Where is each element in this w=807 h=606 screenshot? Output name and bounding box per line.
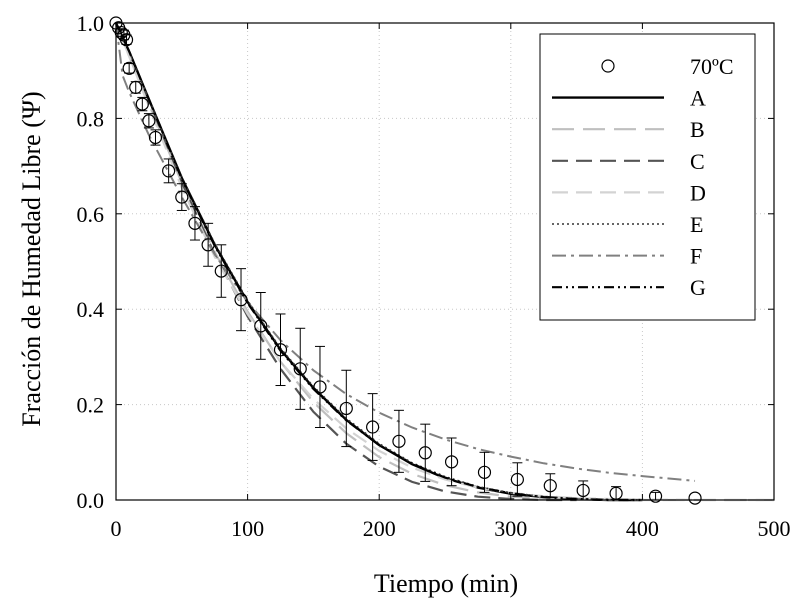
y-tick-label: 0.8: [77, 106, 105, 131]
data-point: [148, 130, 163, 145]
data-point: [254, 319, 268, 333]
legend-label-e: E: [690, 212, 703, 237]
y-tick-label: 0.6: [77, 202, 105, 227]
data-point: [313, 380, 327, 394]
data-point: [142, 114, 156, 128]
legend-label-g: G: [690, 275, 706, 300]
data-point: [366, 420, 380, 434]
data-point: [688, 491, 702, 505]
data-point: [129, 80, 143, 94]
data-point: [510, 472, 524, 487]
data-point: [293, 362, 307, 376]
axis-ticks: 0 100 200 300 400 500 0.0 0.2 0.4 0.6 0.8 1.0: [77, 11, 791, 541]
x-tick-label: 0: [111, 516, 122, 541]
legend-label-f: F: [690, 244, 702, 269]
x-tick-label: 200: [363, 516, 396, 541]
data-point: [444, 455, 459, 469]
data-point: [418, 446, 432, 460]
data-point: [543, 479, 557, 493]
y-tick-label: 1.0: [77, 11, 105, 36]
data-point: [162, 164, 176, 178]
series-line-c: [114, 22, 577, 502]
data-point: [392, 434, 406, 448]
y-axis-label: Fracción de Humedad Libre (Ψ): [17, 91, 46, 426]
data-point: [201, 238, 215, 252]
y-tick-label: 0.4: [77, 297, 105, 322]
legend-box: [539, 33, 756, 321]
x-tick-label: 300: [494, 516, 527, 541]
x-axis-label: Tiempo (min): [374, 569, 518, 598]
series-line-d: [114, 22, 774, 502]
data-point: [188, 216, 202, 230]
data-point: [119, 33, 134, 47]
legend-label-d: D: [690, 180, 706, 205]
legend-label-b: B: [690, 117, 705, 142]
plot-area-frame: [115, 22, 775, 501]
data-point: [175, 190, 189, 204]
data-point: [122, 61, 136, 75]
y-tick-label: 0.0: [77, 488, 105, 513]
data-point: [576, 483, 590, 498]
observed-points: [109, 16, 702, 505]
data-point: [214, 264, 228, 278]
x-tick-label: 100: [231, 516, 264, 541]
data-point: [477, 465, 492, 479]
legend-label-c: C: [690, 149, 705, 174]
y-tick-label: 0.2: [77, 393, 105, 418]
x-tick-label: 500: [758, 516, 791, 541]
legend-label-a: A: [690, 86, 706, 111]
data-point: [339, 401, 353, 416]
x-tick-label: 400: [626, 516, 659, 541]
data-point: [273, 343, 288, 357]
data-point: [234, 293, 248, 307]
data-point: [609, 486, 623, 500]
data-point: [114, 25, 128, 40]
legend-marker-observed: [601, 59, 615, 73]
data-point: [648, 489, 663, 503]
legend-label-observed: 70ºC: [690, 54, 734, 79]
data-point: [135, 97, 149, 111]
